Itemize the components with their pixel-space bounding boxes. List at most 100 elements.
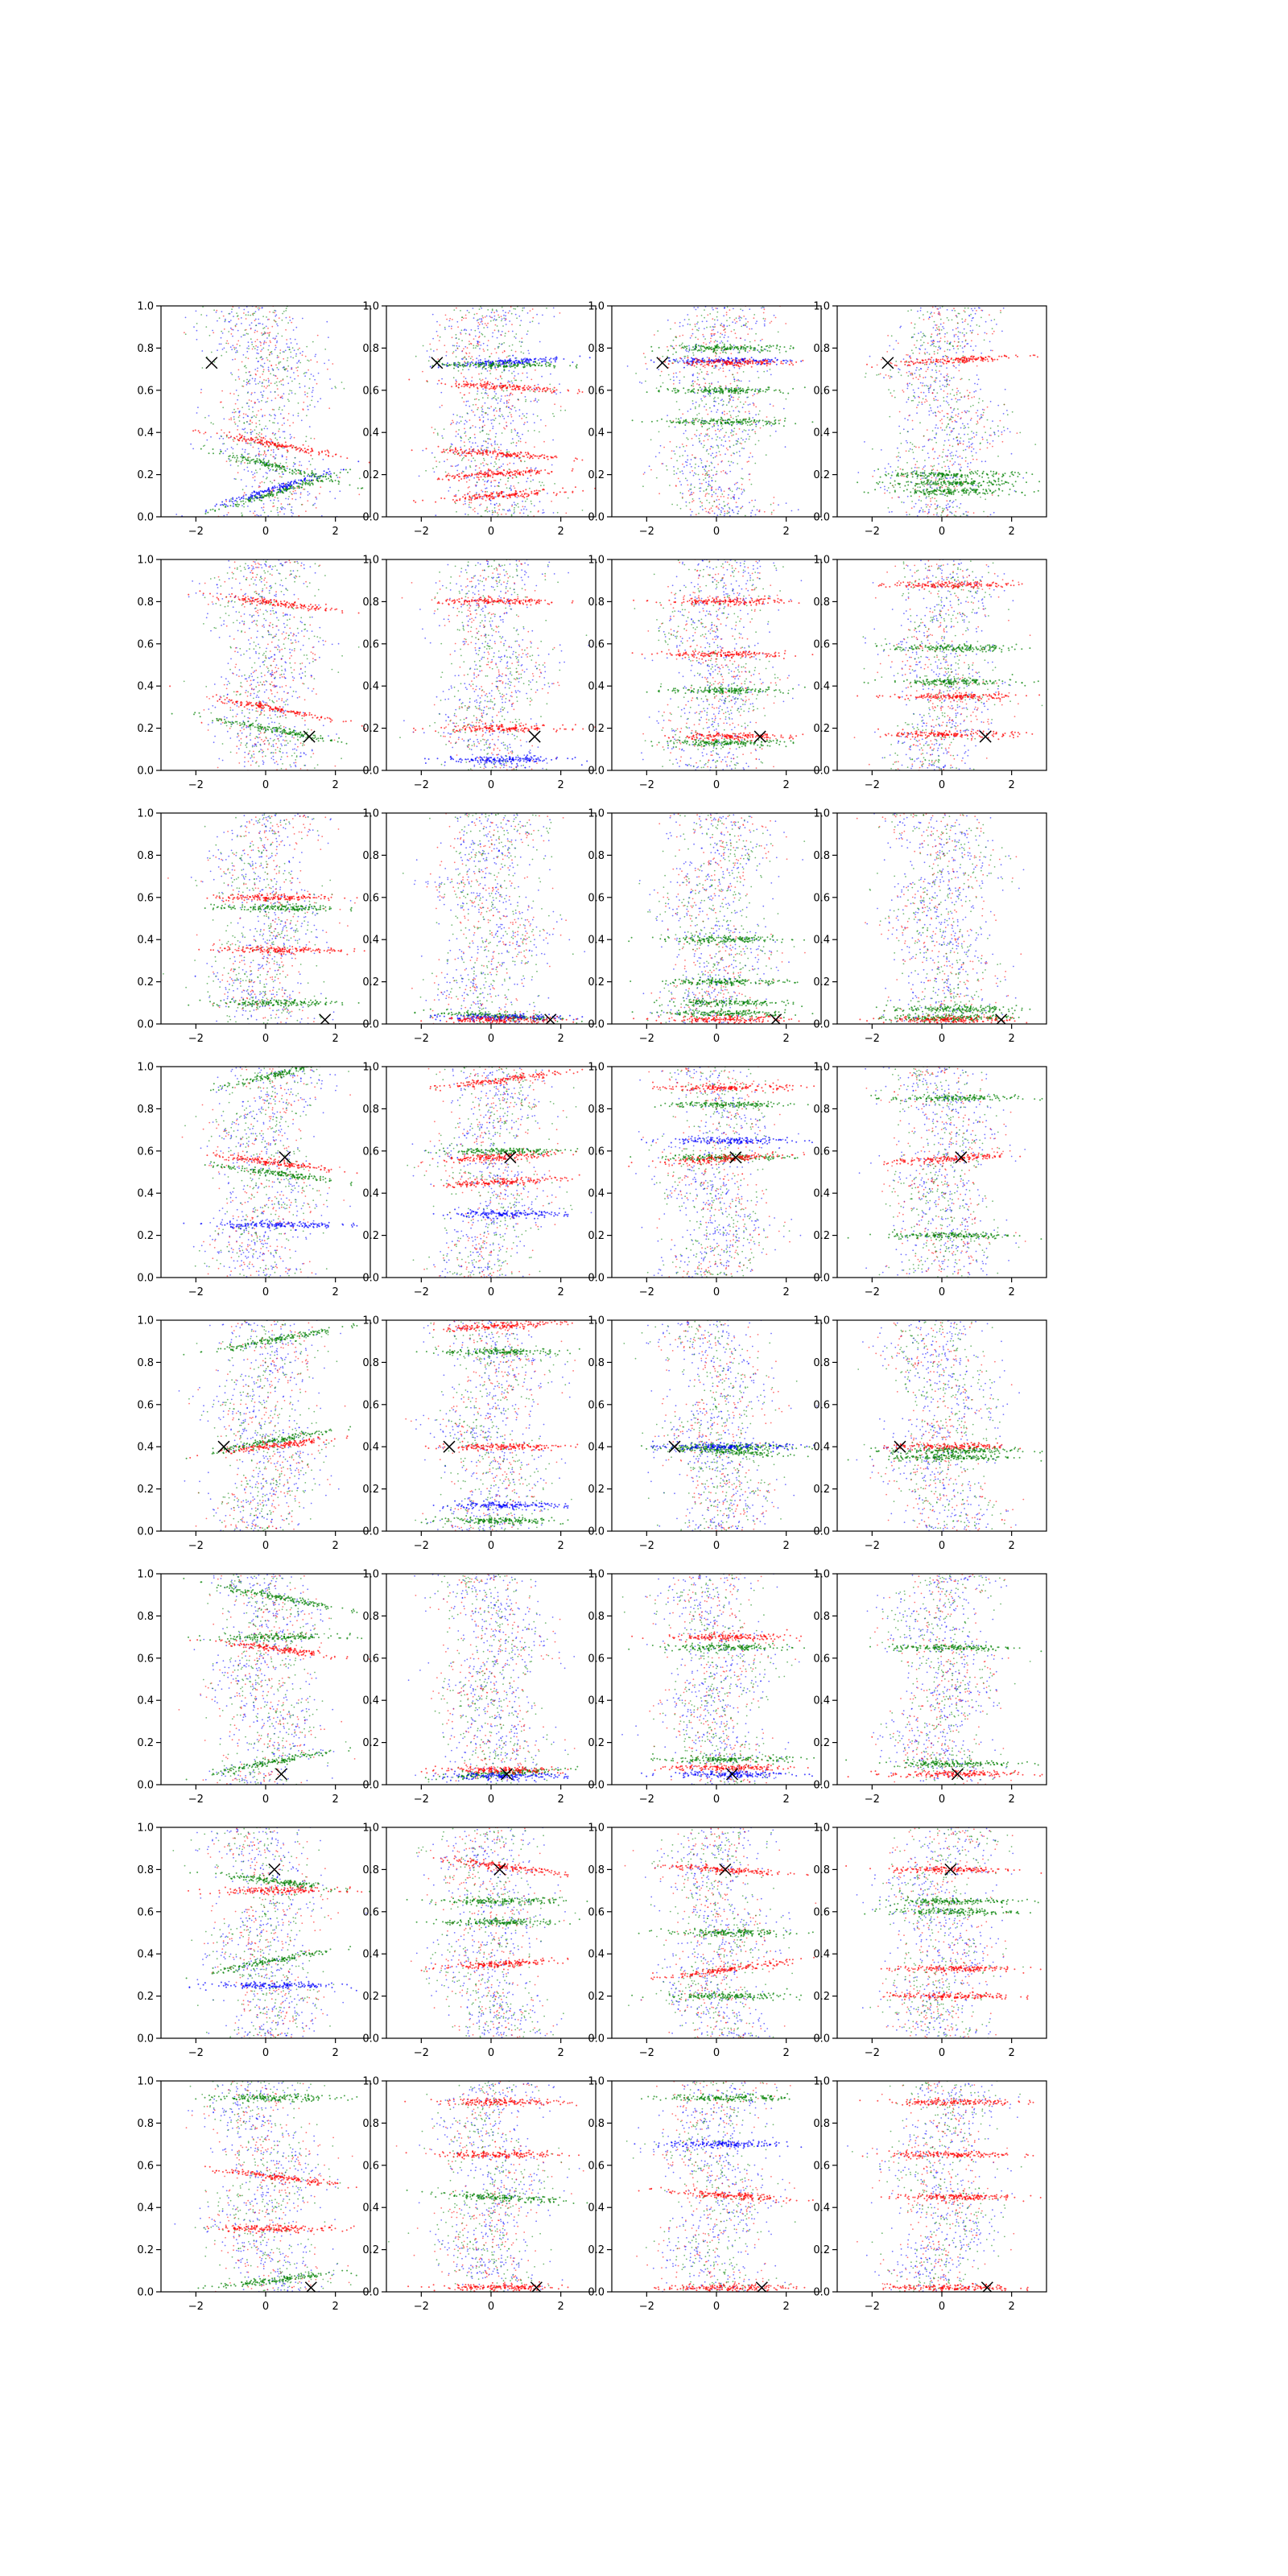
band-point-green: [447, 365, 449, 367]
scatter-point-blue: [716, 514, 719, 516]
scatter-point-green: [778, 352, 781, 353]
scatter-point-red: [278, 317, 280, 319]
scatter-point-green: [487, 407, 489, 409]
band-point-red: [477, 477, 480, 479]
scatter-point-blue: [294, 463, 296, 464]
band-point-red: [744, 360, 746, 362]
band-point-blue: [234, 499, 237, 502]
scatter-point-red: [250, 400, 253, 402]
scatter-point-green: [488, 362, 490, 365]
scatter-point-red: [436, 349, 438, 351]
scatter-point-blue: [266, 319, 269, 320]
scatter-point-red: [296, 487, 299, 489]
band-point-green: [212, 448, 214, 450]
band-point-blue: [456, 365, 458, 367]
scatter-point-blue: [679, 321, 681, 324]
scatter-point-blue: [738, 317, 740, 320]
scatter-point-green: [743, 489, 745, 492]
scatter-point-green: [430, 349, 432, 350]
scatter-point-green: [507, 480, 509, 482]
band-point-blue: [727, 357, 729, 359]
scatter-point-red: [292, 422, 295, 423]
band-point-blue: [522, 359, 524, 361]
scatter-point-green: [481, 332, 483, 335]
scatter-point-blue: [222, 443, 224, 445]
scatter-point-red: [747, 333, 749, 335]
scatter-point-red: [463, 401, 465, 402]
scatter-point-red: [762, 312, 765, 314]
scatter-point-green: [644, 356, 646, 358]
scatter-point-blue: [263, 457, 265, 460]
band-point-red: [530, 492, 533, 494]
scatter-point-blue: [735, 440, 737, 442]
scatter-point-red: [737, 372, 738, 374]
scatter-point-red: [203, 432, 205, 435]
band-point-red: [263, 441, 266, 444]
band-point-red: [553, 386, 555, 389]
scatter-point-green: [242, 334, 245, 336]
scatter-point-green: [266, 477, 268, 479]
scatter-point-green: [236, 312, 237, 314]
scatter-point-blue: [334, 497, 336, 500]
scatter-point-blue: [302, 350, 303, 353]
scatter-point-green: [307, 359, 308, 361]
scatter-point-blue: [456, 423, 457, 425]
scatter-point-green: [481, 411, 483, 412]
scatter-point-red: [315, 496, 316, 498]
band-point-red: [445, 449, 448, 452]
scatter-point-blue: [303, 385, 306, 387]
scatter-point-green: [489, 356, 490, 357]
band-point-red: [522, 470, 525, 473]
scatter-point-red: [715, 506, 717, 508]
scatter-point-red: [689, 494, 691, 496]
band-point-green: [269, 493, 271, 496]
scatter-point-red: [484, 316, 486, 318]
scatter-point-green: [681, 497, 683, 499]
band-point-green: [290, 487, 291, 489]
band-point-red: [508, 383, 510, 386]
band-point-red: [459, 499, 461, 502]
scatter-point-green: [514, 308, 517, 310]
band-point-red: [514, 452, 515, 454]
scatter-point-blue: [240, 336, 242, 338]
scatter-point-red: [497, 512, 498, 514]
band-point-red: [457, 386, 460, 389]
band-point-blue: [758, 362, 760, 365]
scatter-point-red: [247, 357, 250, 360]
scatter-point-green: [675, 401, 678, 402]
band-point-red: [283, 445, 286, 448]
scatter-point-blue: [270, 391, 272, 393]
band-point-red: [550, 390, 552, 392]
band-point-red: [780, 361, 782, 363]
scatter-point-red: [227, 512, 229, 514]
scatter-point-green: [204, 444, 206, 447]
scatter-point-green: [270, 373, 271, 375]
scatter-point-red: [763, 510, 766, 513]
scatter-point-blue: [536, 313, 538, 316]
band-point-green: [315, 473, 317, 475]
band-point-red: [292, 444, 295, 447]
scatter-point-blue: [500, 444, 502, 446]
band-point-red: [242, 440, 244, 442]
band-point-green: [686, 348, 687, 350]
scatter-point-red: [493, 312, 495, 314]
scatter-point-blue: [220, 343, 222, 345]
band-point-red: [513, 473, 515, 476]
band-point-green: [464, 365, 466, 367]
scatter-point-red: [288, 316, 291, 318]
band-point-blue: [254, 491, 256, 493]
scatter-point-red: [260, 408, 262, 411]
scatter-point-blue: [481, 318, 482, 320]
scatter-point-green: [733, 452, 734, 454]
scatter-point-green: [248, 408, 250, 411]
scatter-point-blue: [242, 354, 245, 356]
band-point-red: [582, 489, 584, 492]
scatter-point-red: [709, 448, 712, 450]
band-point-green: [301, 481, 303, 483]
scatter-point-green: [297, 412, 299, 415]
scatter-point-blue: [712, 452, 714, 455]
band-point-blue: [273, 487, 275, 489]
scatter-point-red: [307, 500, 309, 502]
band-point-blue: [519, 362, 522, 365]
scatter-point-green: [485, 440, 487, 442]
